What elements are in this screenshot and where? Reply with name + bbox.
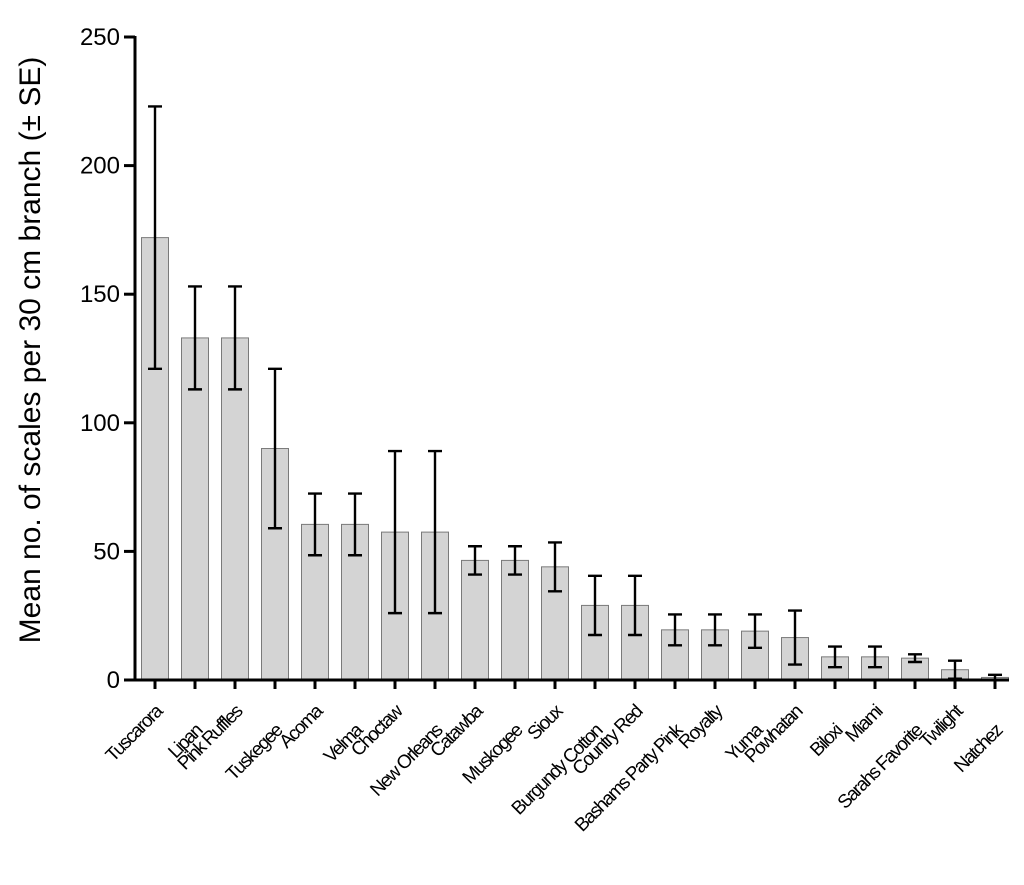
error-bar-5 bbox=[348, 492, 362, 557]
error-bar-17 bbox=[828, 645, 842, 669]
y-tick-label-5: 250 bbox=[80, 24, 120, 51]
axes-group bbox=[133, 36, 1009, 682]
x-tick-label-17: Biloxi bbox=[806, 720, 846, 760]
error-bar-16 bbox=[788, 609, 802, 666]
y-tick-label-3: 150 bbox=[80, 281, 120, 308]
x-tick-label-4: Acoma bbox=[276, 700, 328, 752]
x-tick-label-18: Miami bbox=[842, 701, 887, 746]
error-bar-13 bbox=[668, 613, 682, 647]
error-bar-3 bbox=[268, 367, 282, 530]
error-bars-group bbox=[148, 105, 1002, 682]
error-bar-15 bbox=[748, 613, 762, 650]
y-tick-label-2: 100 bbox=[80, 410, 120, 437]
bar-1 bbox=[181, 337, 209, 681]
y-tick-label-1: 50 bbox=[93, 538, 120, 565]
y-tick-label-0: 0 bbox=[107, 667, 120, 694]
error-bar-18 bbox=[868, 645, 882, 669]
bars-group bbox=[141, 237, 1009, 681]
x-tick-label-21: Natchez bbox=[950, 720, 1007, 777]
error-bar-9 bbox=[508, 545, 522, 576]
error-bar-7 bbox=[428, 449, 442, 615]
x-tick-label-10: Sioux bbox=[524, 700, 568, 744]
x-tick-label-0: Tuscarora bbox=[102, 700, 168, 766]
error-bar-19 bbox=[908, 653, 922, 664]
error-bar-6 bbox=[388, 449, 402, 615]
y-tick-label-4: 200 bbox=[80, 153, 120, 180]
error-bar-11 bbox=[588, 574, 602, 637]
error-bar-2 bbox=[228, 285, 242, 391]
error-bar-4 bbox=[308, 492, 322, 557]
y-ticks-group: 0 50 100 150 200 250 bbox=[80, 24, 135, 694]
x-tick-label-14: Royalty bbox=[675, 700, 728, 753]
bar-8 bbox=[461, 559, 489, 681]
error-bar-14 bbox=[708, 613, 722, 647]
error-bar-1 bbox=[188, 285, 202, 391]
x-tick-label-20: Twilight bbox=[916, 700, 968, 752]
error-bar-12 bbox=[628, 574, 642, 637]
error-bar-10 bbox=[548, 541, 562, 593]
error-bar-0 bbox=[148, 105, 162, 370]
bar-9 bbox=[501, 559, 529, 681]
y-axis-label: Mean no. of scales per 30 cm branch (± S… bbox=[14, 57, 47, 644]
bar-3 bbox=[261, 448, 289, 681]
error-bar-8 bbox=[468, 545, 482, 576]
